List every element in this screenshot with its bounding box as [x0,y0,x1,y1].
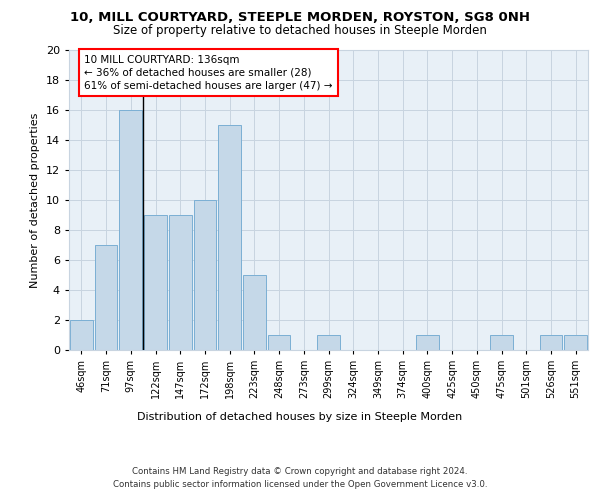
Bar [564,335,587,350]
Text: Distribution of detached houses by size in Steeple Morden: Distribution of detached houses by size … [137,412,463,422]
Bar [144,215,167,350]
Text: Contains HM Land Registry data © Crown copyright and database right 2024.
Contai: Contains HM Land Registry data © Crown c… [113,468,487,489]
Bar [218,125,241,350]
Y-axis label: Number of detached properties: Number of detached properties [30,112,40,288]
Bar [539,335,562,350]
Bar [70,320,93,350]
Bar [317,335,340,350]
Bar [95,245,118,350]
Bar [194,200,216,350]
Text: 10 MILL COURTYARD: 136sqm
← 36% of detached houses are smaller (28)
61% of semi-: 10 MILL COURTYARD: 136sqm ← 36% of detac… [84,54,332,91]
Bar [119,110,142,350]
Bar [268,335,290,350]
Bar [243,275,266,350]
Bar [416,335,439,350]
Text: Size of property relative to detached houses in Steeple Morden: Size of property relative to detached ho… [113,24,487,37]
Bar [490,335,513,350]
Bar [169,215,191,350]
Text: 10, MILL COURTYARD, STEEPLE MORDEN, ROYSTON, SG8 0NH: 10, MILL COURTYARD, STEEPLE MORDEN, ROYS… [70,11,530,24]
